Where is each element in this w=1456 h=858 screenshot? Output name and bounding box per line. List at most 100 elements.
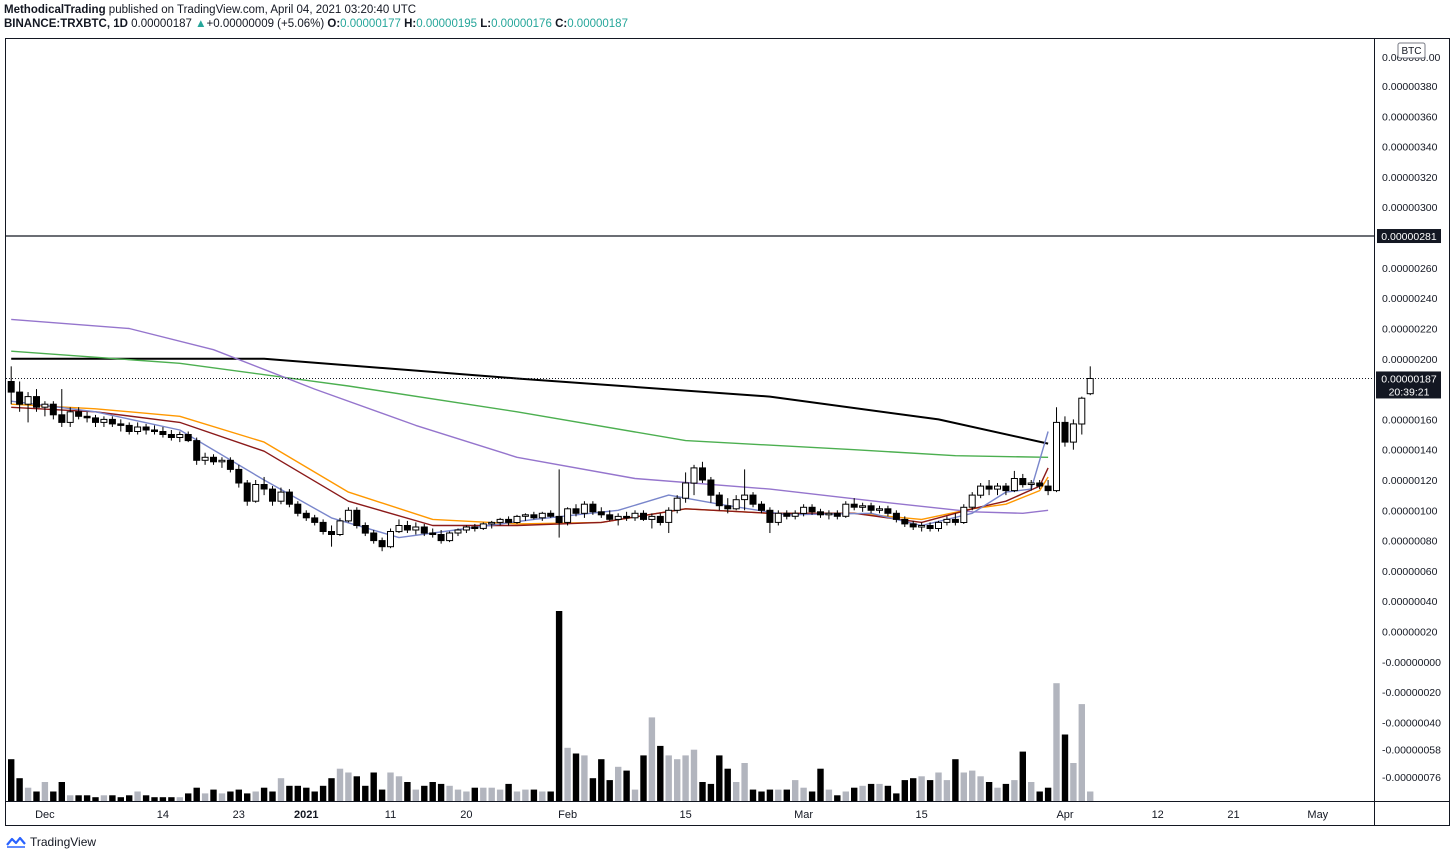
footer-brand-label: TradingView [30,835,97,849]
candle-body [176,434,184,438]
volume-bar [530,789,538,801]
candle-body [951,518,959,523]
price-tick-label: 0.00000060 [1382,566,1438,578]
volume-bar [362,785,369,801]
volume-bar [260,787,268,801]
volume-bar [716,755,723,801]
volume-bar [294,785,301,801]
volume-bar [252,791,259,801]
volume-bar [707,783,715,801]
candle-body [673,497,681,511]
price-tick-label: -0.00000000 [1382,657,1441,669]
candle-body [311,517,319,523]
candle-body [800,506,808,514]
volume-bar [783,789,790,801]
time-tick-label: Feb [558,809,577,821]
candle-body [41,403,49,408]
volume-bar [488,787,495,801]
price-tick-label: 0.00000140 [1382,445,1438,457]
volume-bar [1036,791,1043,801]
chart-frame [5,38,1450,826]
volume-bar [539,791,546,801]
volume-bar [1087,791,1094,801]
candle-body [766,509,774,523]
volume-bar [319,785,327,801]
candle-body [462,526,470,531]
volume-bar [775,789,782,801]
currency-badge [1397,42,1426,59]
candle-body [876,508,883,511]
candle-body [49,403,57,416]
time-tick-label: Dec [35,809,55,821]
candle-body [403,525,411,531]
candle-body [319,521,327,533]
price-tick-label: 0.00000360 [1382,111,1438,123]
candle-body [521,514,529,517]
footer-brand[interactable]: TradingView [6,835,96,849]
candle-body [285,491,293,505]
volume-bar [8,759,15,801]
candle-body [564,508,572,523]
volume-bar [463,791,470,801]
volume-bar [893,793,900,801]
volume-bar [210,789,217,801]
candle-body [125,424,133,432]
candle-body [1086,378,1094,395]
volume-bar [581,755,588,801]
open-label: O: [327,18,341,30]
volume-bar [867,783,875,801]
volume-bar [555,611,563,801]
volume-bar [943,780,951,801]
currency-label: BTC [1402,46,1422,57]
price-tick-label: 0.00000260 [1382,263,1438,275]
candle-body [665,509,673,523]
volume-bar [277,778,285,801]
volume-bar [480,787,487,801]
candle-body [833,512,841,517]
volume-bar [227,791,234,801]
volume-bar [109,795,116,801]
volume-bar [1078,704,1085,801]
volume-bar [792,780,799,801]
volume-bar [513,791,521,801]
candle-body [387,531,394,548]
price-tick-label: 0.00000300 [1382,202,1438,214]
volume-bar [142,795,150,801]
volume-bar [496,789,504,801]
candle-body [361,525,369,534]
volume-bar [58,782,65,801]
candle-body [547,512,555,517]
author-name[interactable]: MethodicalTrading [4,4,106,16]
candle-body [960,506,968,523]
candle-body [16,391,24,405]
candle-body [1036,482,1044,487]
candle-body [935,521,942,530]
candle-body [226,459,234,470]
volume-bar [75,795,82,801]
time-tick-label: 12 [1152,809,1164,821]
candle-body [420,526,428,534]
horizontal-level-tag [1377,229,1441,244]
volume-bar [994,787,1001,801]
candle-body [218,459,226,463]
candle-body [909,523,917,528]
volume-bar [446,785,453,801]
candle-body [538,512,546,519]
candle-body [1019,478,1027,486]
published-text: published on TradingView.com, April 04, … [108,4,417,16]
candle-body [210,456,217,463]
open-value: 0.00000177 [340,18,401,30]
volume-bar [640,755,647,801]
volume-bar [505,783,512,801]
price-tick-label: -0.00000058 [1382,745,1441,757]
candle-body [294,503,302,514]
candle-countdown-label: 20:39:21 [1389,386,1430,398]
candle-body [555,515,563,524]
moving-average-line [11,406,1049,527]
time-tick-label: Apr [1056,809,1073,821]
volume-bar [387,772,394,801]
candle-body [614,515,622,520]
change-arrow-icon: ▲ [195,18,207,30]
volume-bar [437,783,445,801]
